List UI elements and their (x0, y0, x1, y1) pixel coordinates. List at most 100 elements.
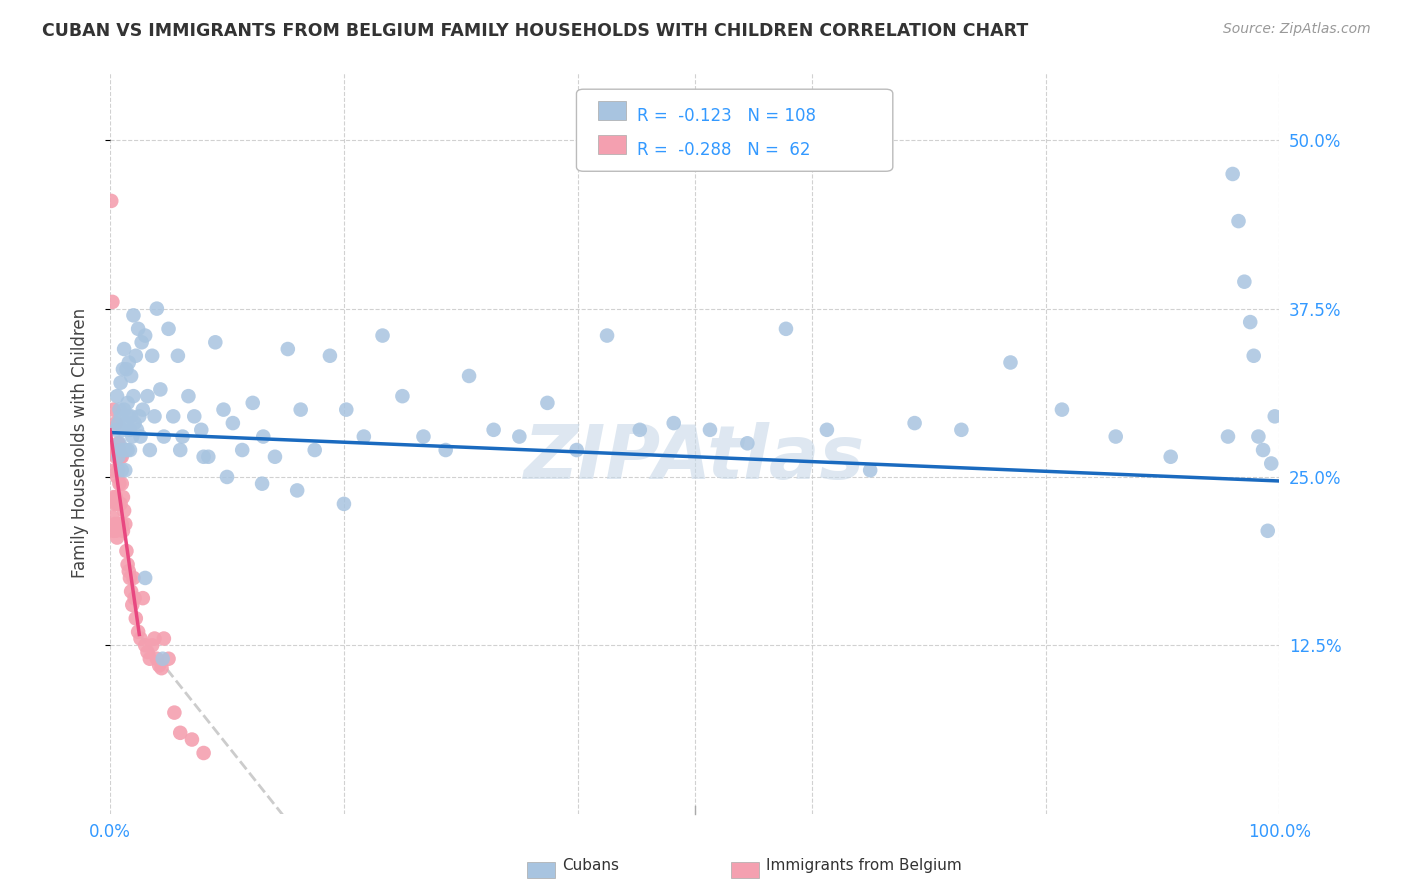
Point (118, 443, 141, 458)
Point (252, 429, 274, 443)
Point (628, 423, 651, 437)
Point (107, 450, 129, 464)
Point (117, 396, 139, 410)
Point (118, 564, 141, 578)
Point (117, 443, 139, 458)
Point (215, 470, 238, 484)
Point (482, 423, 505, 437)
Point (104, 490, 127, 504)
Point (122, 309, 145, 323)
Point (131, 335, 153, 350)
Point (204, 335, 226, 350)
Text: Source: ZipAtlas.com: Source: ZipAtlas.com (1223, 22, 1371, 37)
Point (335, 402, 357, 417)
Point (1239, 315, 1261, 329)
Point (105, 531, 128, 545)
Text: R =  -0.288   N =  62: R = -0.288 N = 62 (637, 141, 810, 159)
Point (157, 651, 180, 665)
Point (1247, 429, 1270, 443)
Point (107, 517, 129, 532)
Point (120, 368, 142, 383)
Point (277, 342, 299, 356)
Point (412, 429, 434, 443)
Point (1251, 443, 1274, 458)
Point (127, 322, 149, 336)
Point (108, 517, 131, 532)
Point (143, 632, 166, 646)
Point (212, 402, 235, 417)
Point (111, 443, 134, 458)
Point (105, 443, 128, 458)
Point (115, 416, 138, 430)
Point (172, 429, 194, 443)
Point (118, 355, 141, 369)
Point (111, 517, 134, 532)
Point (371, 328, 394, 343)
Point (120, 584, 142, 599)
Point (231, 443, 253, 458)
Point (108, 443, 131, 458)
Point (662, 416, 685, 430)
Point (250, 476, 273, 491)
Point (107, 416, 129, 430)
Point (134, 328, 156, 343)
Point (319, 349, 342, 363)
Point (141, 349, 163, 363)
Point (153, 429, 176, 443)
Point (146, 651, 169, 665)
Point (152, 651, 174, 665)
Point (333, 497, 356, 511)
Point (112, 503, 135, 517)
Point (139, 443, 162, 458)
Point (148, 658, 170, 673)
Point (125, 349, 148, 363)
Point (101, 443, 124, 458)
Point (134, 638, 156, 652)
Point (304, 443, 326, 458)
Point (353, 429, 375, 443)
Point (103, 402, 125, 417)
Point (434, 443, 457, 458)
Point (163, 706, 186, 720)
Point (285, 483, 308, 498)
Point (124, 416, 146, 430)
Point (101, 510, 124, 524)
Point (110, 450, 132, 464)
Point (183, 409, 205, 424)
Point (1216, 429, 1239, 443)
Point (1233, 275, 1256, 289)
Point (1222, 167, 1244, 181)
Point (128, 409, 150, 424)
Point (775, 322, 797, 336)
Point (132, 402, 155, 417)
Point (508, 429, 530, 443)
Point (143, 409, 166, 424)
Point (108, 436, 131, 450)
Point (242, 396, 264, 410)
Point (150, 661, 173, 675)
Point (104, 463, 127, 477)
Point (101, 294, 124, 309)
Point (110, 376, 132, 390)
Point (162, 409, 184, 424)
Point (118, 571, 141, 585)
Point (107, 463, 129, 477)
Point (129, 429, 152, 443)
Point (157, 322, 180, 336)
Point (197, 450, 219, 464)
Point (112, 342, 135, 356)
Text: ZIPAtlas: ZIPAtlas (524, 422, 865, 494)
Point (117, 558, 139, 572)
Point (153, 632, 176, 646)
Point (136, 645, 159, 659)
Point (104, 416, 127, 430)
Point (114, 463, 136, 477)
Point (859, 463, 882, 477)
Point (112, 402, 135, 417)
Point (141, 638, 163, 652)
Text: Cubans: Cubans (562, 858, 620, 872)
Point (104, 450, 127, 464)
Point (107, 436, 129, 450)
Point (111, 476, 134, 491)
Point (132, 591, 155, 606)
